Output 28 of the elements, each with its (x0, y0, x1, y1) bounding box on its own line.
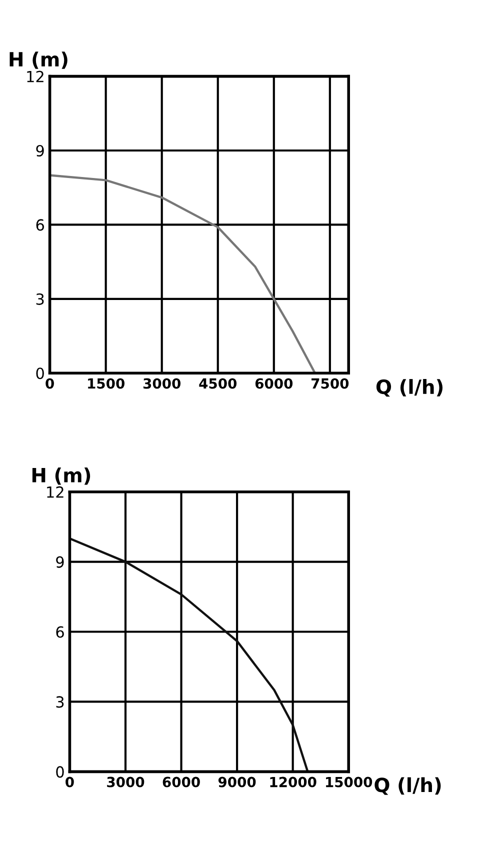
line-series (50, 174, 316, 374)
y-tick-label: 3 (36, 293, 44, 305)
y-tick-label: 6 (36, 219, 44, 231)
x-tick-label: 0 (66, 776, 74, 788)
x-tick-label: 1500 (88, 378, 124, 389)
x-tick-label: 15000 (326, 776, 372, 788)
y-tick-label: 9 (56, 556, 64, 568)
y-tick-label: 6 (56, 626, 64, 638)
y-tick-label: 0 (56, 766, 64, 778)
y-axis-title: H (m) (32, 467, 90, 485)
x-tick-label: 4500 (199, 378, 237, 389)
y-tick-label: 0 (36, 368, 44, 380)
x-tick-label: 12000 (270, 776, 316, 788)
x-tick-label: 9000 (218, 776, 256, 788)
x-tick-label: 0 (46, 378, 54, 389)
y-tick-label: 9 (36, 144, 44, 157)
x-tick-label: 7500 (312, 378, 349, 389)
line-series (70, 537, 309, 772)
x-tick-label: 6000 (162, 776, 200, 788)
y-tick-label: 12 (47, 486, 64, 498)
y-tick-label: 12 (27, 70, 44, 82)
x-tick-label: 6000 (255, 378, 293, 389)
x-axis-title: Q (l/h) (374, 777, 441, 795)
y-axis-title: H (m) (10, 52, 68, 69)
x-tick-label: 3000 (143, 378, 181, 389)
x-tick-label: 3000 (107, 776, 144, 788)
x-axis-title: Q (l/h) (376, 379, 443, 397)
y-tick-label: 3 (56, 696, 64, 708)
